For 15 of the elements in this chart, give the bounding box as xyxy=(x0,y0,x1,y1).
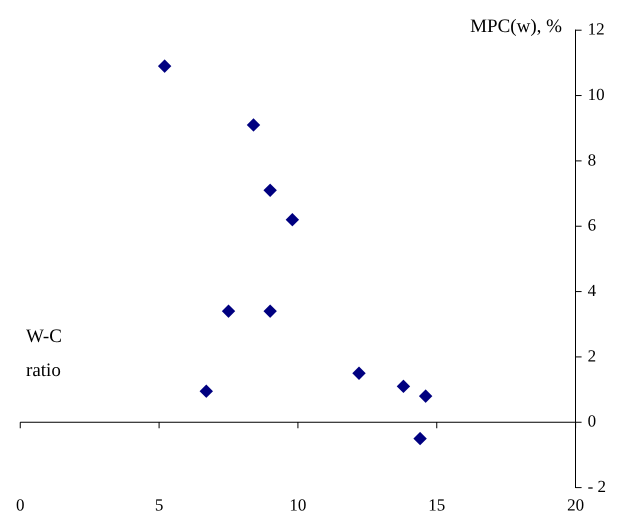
y-tick-label: 2 xyxy=(588,346,596,366)
y-tick-label: 10 xyxy=(588,85,605,104)
x-axis-title: W-C ratio xyxy=(26,325,63,383)
y-tick-label: 8 xyxy=(588,150,596,170)
y-tick-label: 6 xyxy=(588,216,596,235)
y-tick-label: 12 xyxy=(588,20,605,39)
x-tick-label: 0 xyxy=(16,495,24,514)
y-tick-label: - 2 xyxy=(588,477,606,496)
x-tick-label: 10 xyxy=(289,495,306,514)
x-tick-label: 15 xyxy=(428,495,446,514)
y-tick-label: 0 xyxy=(588,412,596,431)
x-tick-label: 5 xyxy=(154,495,164,514)
y-tick-label: 4 xyxy=(588,281,597,300)
x-tick-label: 20 xyxy=(567,495,584,514)
y-axis-title: MPC(w), % xyxy=(470,16,562,38)
